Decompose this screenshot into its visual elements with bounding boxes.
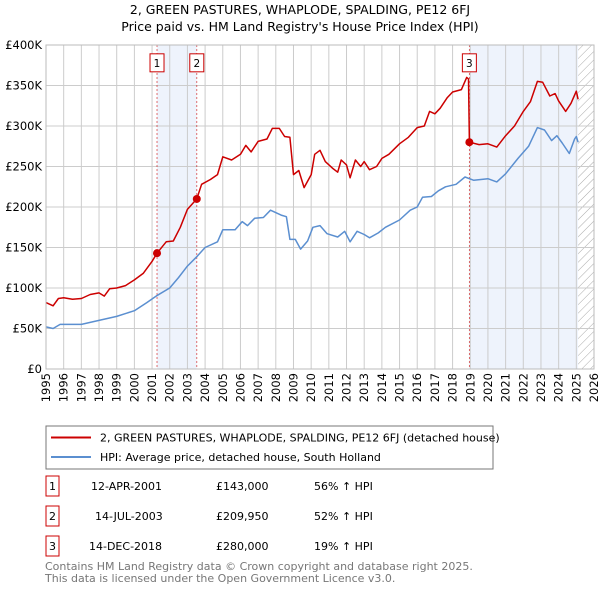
x-tick-label: 1997 (74, 373, 88, 402)
legend-label-hpi: HPI: Average price, detached house, Sout… (100, 451, 381, 464)
table-row: 1 12-APR-2001 £143,000 56% ↑ HPI (45, 475, 373, 497)
legend-box (45, 425, 494, 470)
sale-marker-box (149, 53, 165, 73)
marker-box (45, 505, 60, 527)
x-tick-label: 2002 (163, 373, 177, 402)
marker-box (45, 535, 60, 557)
transactions-table: 1 12-APR-2001 £143,000 56% ↑ HPI 2 14-JU… (45, 475, 373, 557)
x-tick-label: 2006 (233, 373, 247, 402)
property-price-line (45, 76, 579, 307)
legend-label-property: 2, GREEN PASTURES, WHAPLODE, SPALDING, P… (100, 432, 500, 445)
hpi-delta: 56% ↑ HPI (314, 480, 373, 493)
x-tick-label: 1995 (39, 373, 53, 402)
sale-point (153, 249, 162, 258)
marker-number: 3 (49, 540, 56, 553)
hpi-delta: 52% ↑ HPI (314, 510, 373, 523)
x-tick-label: 2009 (286, 373, 300, 402)
x-tick-label: 1998 (92, 373, 106, 402)
sale-date: 14-JUL-2003 (95, 510, 163, 523)
x-tick-label: 2000 (127, 373, 141, 402)
y-tick-label: £350K (5, 79, 42, 93)
sale-price: £209,950 (216, 510, 269, 523)
x-tick-label: 2013 (357, 373, 371, 402)
x-tick-label: 2025 (569, 373, 583, 402)
footer-licence: This data is licensed under the Open Gov… (44, 572, 395, 585)
hpi-line (45, 126, 579, 330)
x-tick-label: 2012 (340, 373, 354, 402)
chart-title-line1: 2, GREEN PASTURES, WHAPLODE, SPALDING, P… (130, 2, 470, 17)
sale-marker-label: 2 (193, 58, 200, 70)
y-tick-label: £50K (13, 322, 43, 336)
y-tick-label: £0 (27, 362, 42, 376)
sale-date: 14-DEC-2018 (89, 540, 162, 553)
x-tick-label: 2008 (269, 373, 283, 402)
x-tick-label: 1999 (110, 373, 124, 402)
x-tick-label: 2020 (481, 373, 495, 402)
sale-marker-box (189, 53, 205, 73)
x-tick-label: 2015 (393, 373, 407, 402)
x-tick-label: 2007 (251, 373, 265, 402)
x-tick-label: 2019 (463, 373, 477, 402)
x-tick-label: 2011 (322, 373, 336, 402)
x-tick-label: 2024 (552, 373, 566, 402)
footer-copyright: Contains HM Land Registry data © Crown c… (45, 560, 473, 573)
hpi-delta: 19% ↑ HPI (314, 540, 373, 553)
sale-marker-label: 3 (466, 58, 473, 70)
x-tick-label: 2023 (534, 373, 548, 402)
x-tick-label: 2014 (375, 373, 389, 402)
legend: 2, GREEN PASTURES, WHAPLODE, SPALDING, P… (45, 425, 500, 470)
y-tick-label: £150K (5, 241, 42, 255)
table-row: 3 14-DEC-2018 £280,000 19% ↑ HPI (45, 535, 373, 557)
sale-point (465, 138, 474, 147)
x-tick-label: 2004 (198, 373, 212, 402)
y-tick-label: £100K (5, 281, 42, 295)
x-tick-label: 2018 (446, 373, 460, 402)
marker-number: 1 (49, 480, 56, 493)
plot-frame (45, 44, 595, 370)
y-tick-label: £200K (5, 200, 42, 214)
x-tick-label: 2001 (145, 373, 159, 402)
chart-title-line2: Price paid vs. HM Land Registry's House … (121, 19, 478, 34)
sale-marker-label: 1 (154, 58, 161, 70)
x-tick-label: 2016 (410, 373, 424, 402)
x-tick-label: 2022 (516, 373, 530, 402)
sale-date: 12-APR-2001 (91, 480, 162, 493)
x-tick-label: 2005 (216, 373, 230, 402)
sale-price: £143,000 (216, 480, 269, 493)
x-tick-label: 1996 (57, 373, 71, 402)
x-tick-label: 2021 (499, 373, 513, 402)
sale-point (192, 194, 201, 203)
x-tick-label: 2017 (428, 373, 442, 402)
x-tick-label: 2003 (180, 373, 194, 402)
sale-marker-box (461, 53, 477, 73)
table-row: 2 14-JUL-2003 £209,950 52% ↑ HPI (45, 505, 373, 527)
sale-price: £280,000 (216, 540, 269, 553)
y-tick-label: £300K (5, 119, 42, 133)
marker-box (45, 475, 60, 497)
y-tick-label: £250K (5, 160, 42, 174)
x-tick-label: 2010 (304, 373, 318, 402)
y-tick-label: £400K (5, 38, 42, 52)
marker-number: 2 (49, 510, 56, 523)
x-tick-label: 2026 (587, 373, 600, 402)
